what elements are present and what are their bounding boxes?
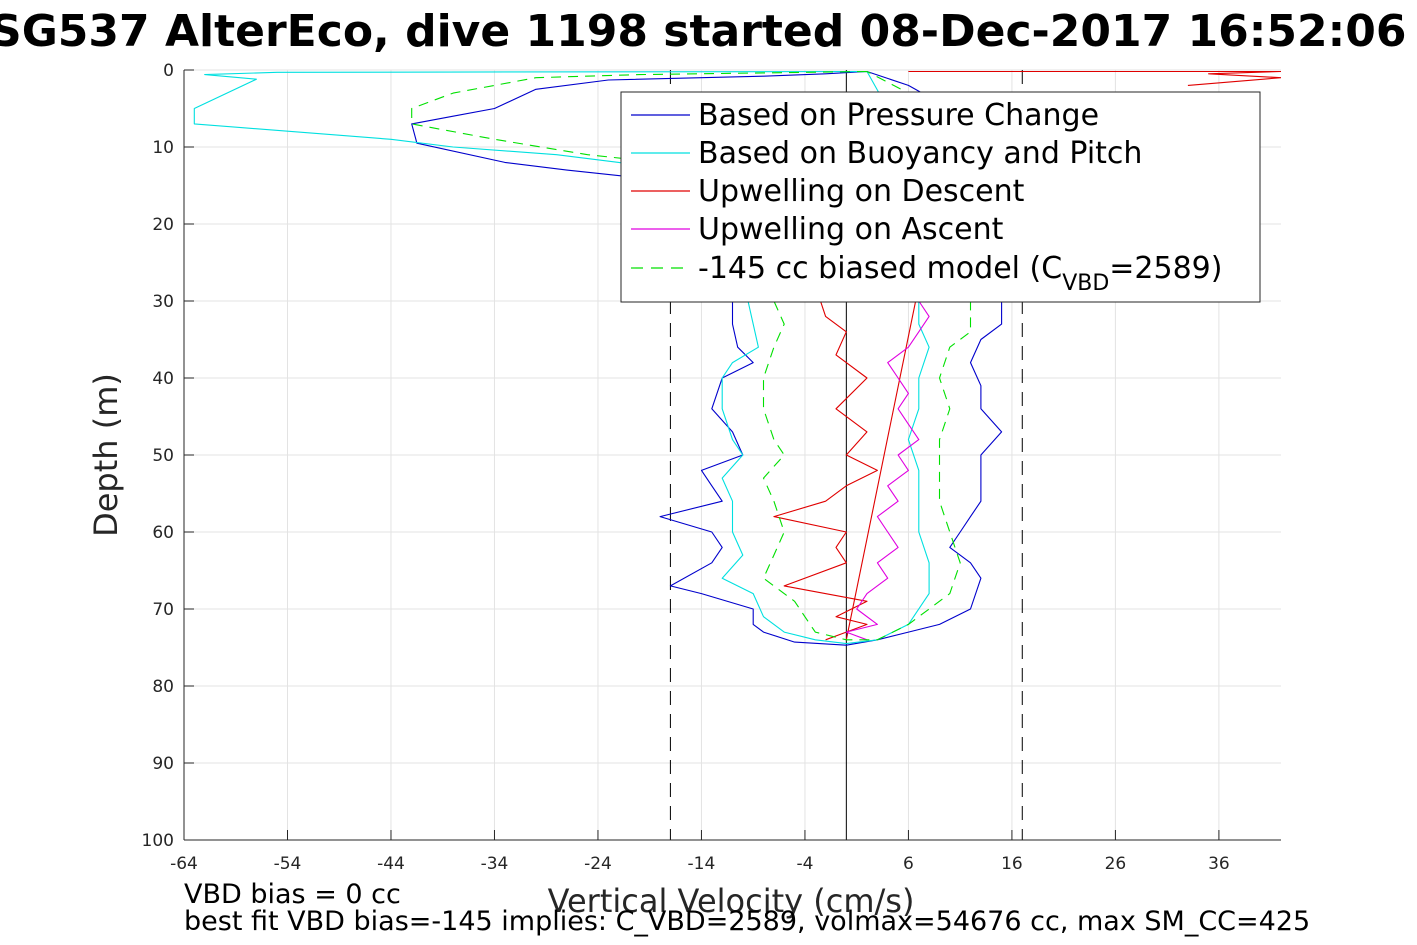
y-tick-label: 30 — [152, 292, 174, 312]
legend-label-model: -145 cc biased model (CVBD=2589) — [698, 251, 1222, 296]
legend-label-model-subscript: VBD — [1062, 271, 1109, 296]
axis-ticks: -64 -54 -44 -34 -24 -14 -4 6 16 26 36 0 10 20 30 40 50 60… — [142, 61, 1230, 874]
legend-label-ascent: Upwelling on Ascent — [698, 212, 1004, 247]
legend-label-descent: Upwelling on Descent — [698, 174, 1025, 209]
series-line-0 — [411, 70, 1003, 646]
legend: Based on Pressure Change Based on Buoyan… — [620, 91, 1261, 303]
x-tick-label: 26 — [1105, 854, 1127, 874]
y-tick-label: 100 — [142, 831, 174, 851]
y-tick-label: 50 — [152, 446, 174, 466]
series-line-1 — [193, 70, 930, 645]
x-axis-label: Vertical Velocity (cm/s) — [548, 882, 915, 920]
x-tick-label: 16 — [1001, 854, 1023, 874]
y-tick-label: 10 — [152, 138, 174, 158]
chart-title: SG537 AlterEco, dive 1198 started 08-Dec… — [0, 6, 1406, 57]
y-tick-label: 70 — [152, 600, 174, 620]
series-line-5 — [845, 300, 930, 641]
y-axis-label: Depth (m) — [87, 373, 125, 537]
y-tick-label: 90 — [152, 754, 174, 774]
x-tick-label: -44 — [377, 854, 405, 874]
series-line-4 — [908, 70, 1281, 86]
x-tick-label: 6 — [903, 854, 914, 874]
y-tick-label: 40 — [152, 369, 174, 389]
legend-label-pressure: Based on Pressure Change — [698, 98, 1099, 133]
x-tick-label: -24 — [584, 854, 612, 874]
y-tick-label: 80 — [152, 677, 174, 697]
y-tick-label: 60 — [152, 523, 174, 543]
series-line-2 — [773, 285, 878, 641]
y-tick-label: 20 — [152, 215, 174, 235]
y-tick-label: 0 — [163, 61, 174, 81]
x-tick-label: 36 — [1208, 854, 1230, 874]
series-line-3 — [845, 285, 920, 640]
legend-box — [620, 91, 1261, 303]
legend-label-buoyancy: Based on Buoyancy and Pitch — [698, 136, 1142, 171]
x-tick-label: -64 — [170, 854, 198, 874]
x-tick-label: -54 — [274, 854, 302, 874]
x-tick-label: -14 — [688, 854, 716, 874]
x-tick-label: -4 — [796, 854, 813, 874]
legend-label-model-prefix: -145 cc biased model (C — [698, 251, 1062, 286]
x-tick-label: -34 — [481, 854, 509, 874]
legend-label-model-suffix: =2589) — [1109, 251, 1222, 286]
vbd-bias-note: VBD bias = 0 cc — [184, 879, 401, 910]
best-fit-note: best fit VBD bias=-145 implies: C_VBD=25… — [184, 906, 1310, 937]
